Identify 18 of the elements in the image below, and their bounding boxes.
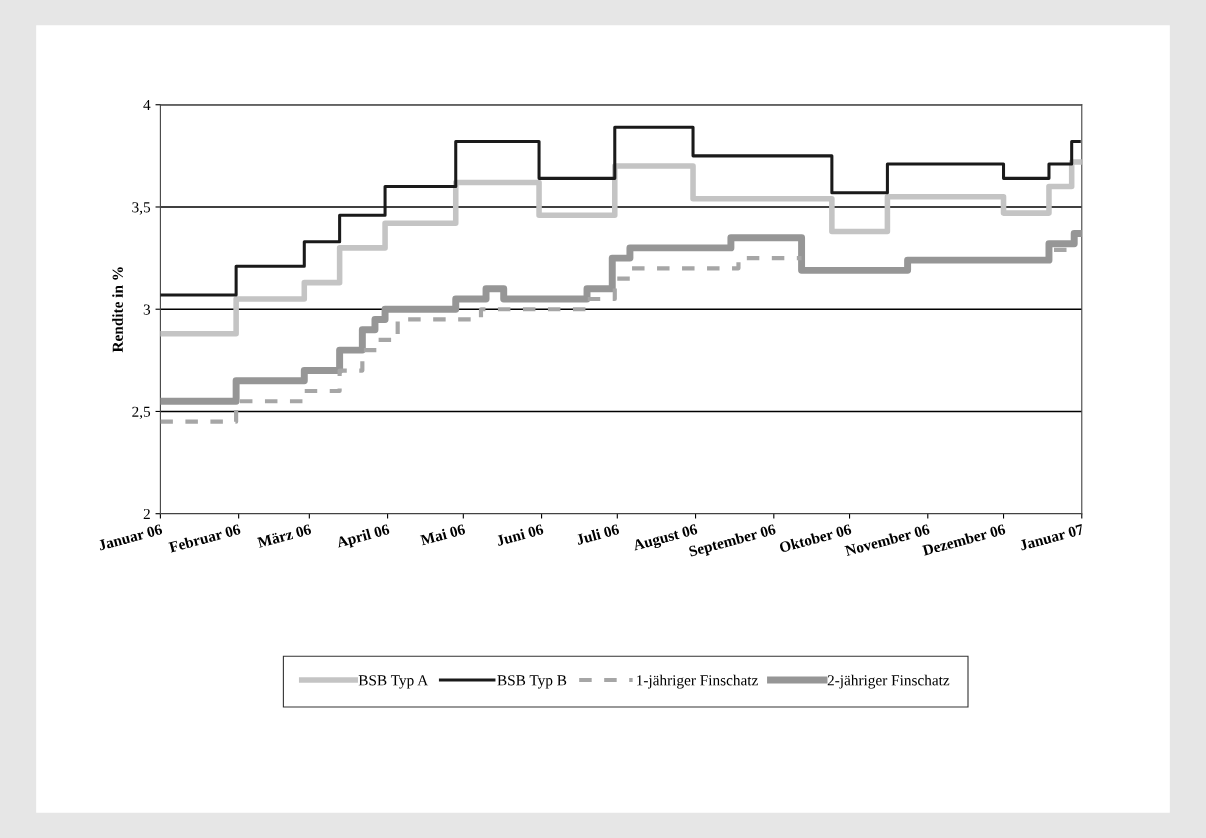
y-tick-label: 4 <box>143 99 151 111</box>
y-axis-title: Rendite in % <box>112 267 123 353</box>
x-tick-label: Februar 06 <box>168 523 242 553</box>
legend-label: 2-jähriger Finschatz <box>827 674 950 689</box>
x-tick-label: Mai 06 <box>419 523 466 546</box>
legend-label: 1-jähriger Finschatz <box>637 674 758 689</box>
x-tick-label: Januar 06 <box>97 523 163 551</box>
y-tick-label: 3,5 <box>132 202 151 215</box>
x-tick-label: März 06 <box>256 523 312 548</box>
y-tick-label: 2,5 <box>132 406 151 420</box>
x-tick-label: Juni 06 <box>495 523 544 547</box>
legend-label: BSB Typ A <box>358 675 429 689</box>
x-tick-label: April 06 <box>335 523 391 551</box>
x-tick-label: Januar 07 <box>1019 523 1085 551</box>
y-tick-label: 3 <box>143 304 151 315</box>
y-tick-label: 2 <box>143 508 150 519</box>
x-tick-label: Juli 06 <box>575 523 620 545</box>
legend-label: BSB Typ B <box>497 675 567 689</box>
